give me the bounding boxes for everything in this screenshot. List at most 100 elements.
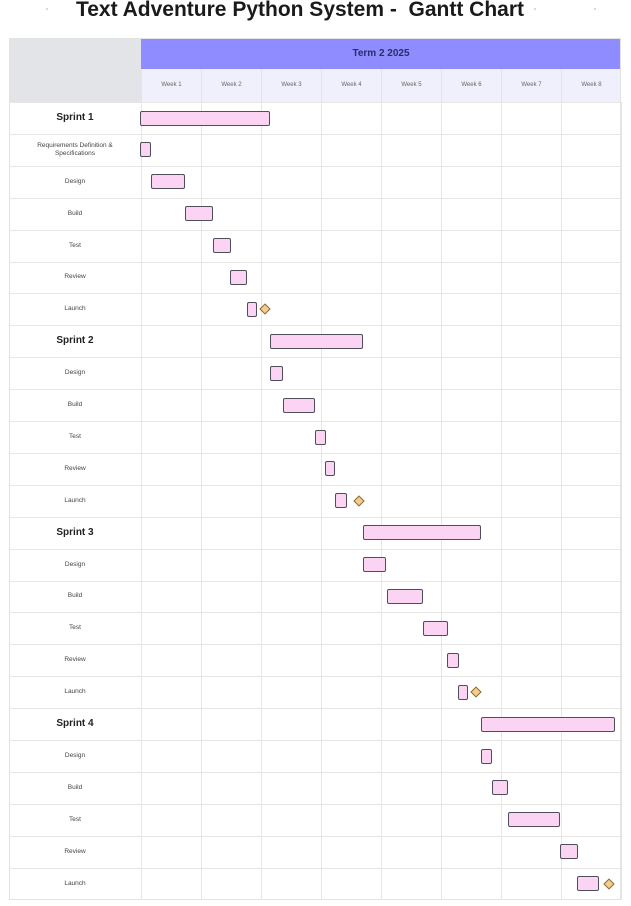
grid-row-line	[9, 580, 621, 582]
task-label: Review	[64, 656, 86, 664]
task-bar[interactable]	[185, 206, 214, 222]
grid-row-line	[9, 803, 621, 805]
task-label: Review	[64, 847, 86, 855]
task-bar[interactable]	[150, 174, 185, 190]
week-header: Week 8	[561, 69, 621, 102]
gantt-chart: Term 2 2025 Week 1 Week 2 Week 3 Week 4 Week…	[9, 38, 622, 900]
task-bar[interactable]	[387, 589, 424, 604]
task-label: Test	[69, 815, 81, 823]
task-label: Launch	[64, 688, 86, 696]
grid-row-line	[9, 484, 621, 486]
task-bar[interactable]	[315, 429, 326, 445]
grid-row-line	[9, 676, 621, 678]
grid-row-line	[9, 548, 621, 550]
header-corner	[9, 38, 141, 102]
milestone-diamond[interactable]	[603, 877, 615, 890]
sprint-bar[interactable]	[480, 716, 616, 732]
sprint-label: Sprint 2	[56, 335, 94, 347]
grid-row-line	[9, 293, 621, 295]
grid-row-line	[9, 357, 621, 359]
grid-row-line	[9, 452, 621, 454]
week-header: Week 6	[441, 69, 501, 102]
task-label: Test	[69, 624, 81, 632]
grid-row-line	[9, 867, 621, 869]
grid-row-line	[9, 421, 621, 422]
grid-row-line	[9, 165, 621, 167]
task-label: Launch	[64, 305, 86, 313]
grid-vertical-line	[201, 102, 202, 900]
grid-vertical-line	[501, 102, 502, 900]
decorative-dot	[534, 8, 536, 10]
grid-row-line	[9, 229, 621, 231]
grid-vertical-line	[261, 102, 262, 900]
term-header: Term 2 2025	[141, 38, 621, 69]
sprint-label: Sprint 1	[56, 111, 94, 123]
task-label: Build	[67, 401, 83, 409]
grid-vertical-line	[561, 102, 562, 900]
task-label: Test	[69, 241, 81, 249]
week-header: Week 1	[141, 69, 201, 102]
chart-title: Text Adventure Python System - Gantt Cha…	[75, 0, 525, 21]
task-label: Build	[67, 209, 83, 217]
grid-vertical-line	[321, 102, 322, 900]
task-bar[interactable]	[507, 812, 560, 828]
week-header: Week 3	[261, 69, 321, 102]
sprint-label: Sprint 4	[56, 718, 94, 730]
task-bar[interactable]	[335, 493, 347, 509]
task-bar[interactable]	[140, 142, 151, 158]
task-bar[interactable]	[480, 748, 493, 764]
milestone-diamond[interactable]	[353, 495, 366, 507]
grid-row-line	[9, 389, 621, 391]
task-bar[interactable]	[492, 780, 508, 796]
task-label: Design	[64, 177, 86, 185]
task-bar[interactable]	[213, 238, 232, 254]
task-label: Requirements Definition & Specifications	[37, 141, 113, 157]
grid-row-line	[9, 133, 621, 135]
grid-row-line	[9, 740, 621, 741]
task-bar[interactable]	[458, 684, 468, 700]
grid-row-line	[9, 516, 621, 518]
task-label: Design	[64, 751, 86, 759]
grid-vertical-line	[141, 102, 142, 900]
grid-row-line	[9, 261, 621, 263]
task-bar[interactable]	[246, 301, 257, 317]
task-label: Test	[69, 432, 81, 440]
task-bar[interactable]	[576, 876, 599, 892]
grid-row-line	[9, 102, 621, 103]
task-label: Launch	[64, 496, 86, 504]
week-header: Week 4	[321, 69, 381, 102]
grid-row-line	[9, 835, 621, 837]
task-label: Launch	[64, 879, 86, 887]
grid-row-line	[9, 644, 621, 646]
week-header: Week 7	[501, 69, 561, 102]
task-bar[interactable]	[423, 620, 448, 636]
task-bar[interactable]	[447, 652, 460, 668]
task-bar[interactable]	[230, 270, 247, 285]
task-label: Design	[64, 369, 86, 377]
task-bar[interactable]	[324, 461, 335, 477]
sprint-bar[interactable]	[363, 525, 481, 541]
sprint-label: Sprint 3	[56, 526, 94, 538]
milestone-diamond[interactable]	[470, 686, 482, 698]
decorative-dot	[46, 8, 48, 10]
task-label: Design	[64, 560, 86, 568]
grid-row-line	[9, 197, 621, 199]
task-bar[interactable]	[560, 844, 578, 860]
task-label: Review	[64, 273, 86, 281]
decorative-dot	[594, 8, 596, 10]
task-label: Build	[67, 592, 83, 600]
task-label: Review	[64, 464, 86, 472]
grid-vertical-line	[441, 102, 442, 900]
grid-row-line	[9, 612, 621, 614]
grid-row-line	[9, 771, 621, 773]
grid-row-line	[9, 325, 621, 327]
grid-row-line	[9, 708, 621, 710]
grid-vertical-line	[381, 102, 382, 900]
task-bar[interactable]	[282, 397, 316, 413]
sprint-bar[interactable]	[269, 333, 364, 349]
task-bar[interactable]	[269, 365, 283, 381]
task-label: Build	[67, 783, 83, 791]
week-header: Week 2	[201, 69, 261, 102]
task-bar[interactable]	[363, 557, 386, 573]
sprint-bar[interactable]	[140, 110, 270, 126]
